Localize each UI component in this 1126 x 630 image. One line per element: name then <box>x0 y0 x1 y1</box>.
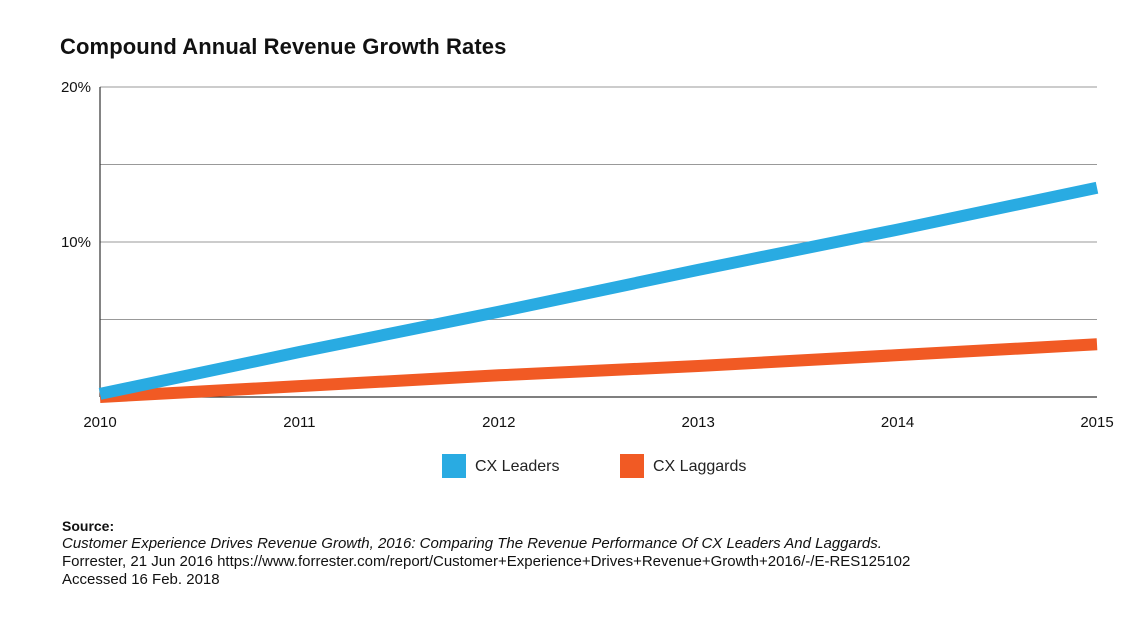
legend-label-cx-laggards: CX Laggards <box>653 458 746 475</box>
source-accessed: Accessed 16 Feb. 2018 <box>62 571 220 588</box>
series-line-cx-leaders <box>98 181 1099 400</box>
x-tick-label: 2013 <box>682 414 715 431</box>
x-tick-label: 2012 <box>482 414 515 431</box>
source-label: Source: <box>62 518 115 534</box>
series-line-cx-laggards <box>99 338 1098 403</box>
series-layer <box>98 181 1099 403</box>
legend-swatch-cx-laggards <box>620 454 644 478</box>
grid-layer <box>100 86 1097 398</box>
source-note: Source: Customer Experience Drives Reven… <box>62 517 910 589</box>
x-tick-label: 2014 <box>881 414 914 431</box>
y-tick-label: 10% <box>61 234 91 251</box>
x-tick-label: 2015 <box>1080 414 1113 431</box>
x-tick-label: 2011 <box>283 414 315 431</box>
axis-layer: 10% 20% 2010 2011 2012 2013 2014 2015 <box>61 79 1114 431</box>
source-publisher: Forrester, 21 Jun 2016 https://www.forre… <box>62 553 911 570</box>
legend: CX Leaders CX Laggards <box>442 454 746 478</box>
chart-title: Compound Annual Revenue Growth Rates <box>60 34 507 59</box>
y-tick-label: 20% <box>61 79 91 96</box>
legend-swatch-cx-leaders <box>442 454 466 478</box>
x-tick-label: 2010 <box>83 414 116 431</box>
source-reference: Customer Experience Drives Revenue Growt… <box>62 535 882 552</box>
legend-label-cx-leaders: CX Leaders <box>475 458 560 475</box>
